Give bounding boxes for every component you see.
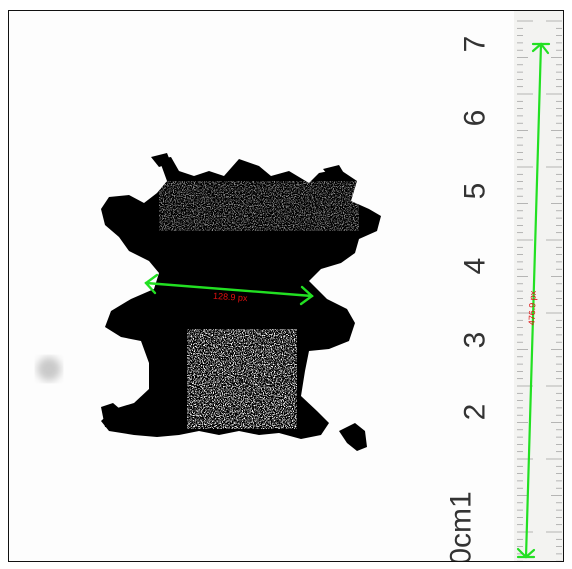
ruler-label-5: 5 xyxy=(458,182,492,200)
width-measure-arrow xyxy=(144,273,314,306)
ruler-label-7: 7 xyxy=(458,35,492,53)
ruler-label-0cm1: 0cm1 xyxy=(444,491,478,562)
ruler-label-2: 2 xyxy=(458,403,492,421)
specimen-photo xyxy=(37,11,563,561)
ruler-label-3: 3 xyxy=(458,331,492,349)
length-measure-label: 476.9 px xyxy=(526,290,538,326)
ruler-label-4: 4 xyxy=(458,257,492,275)
specimen-speckles xyxy=(159,181,359,429)
length-measure-arrow xyxy=(516,42,551,559)
ruler-ticks xyxy=(517,20,562,561)
image-frame: 7 6 5 4 3 2 0cm1 128.9 px 476.9 px xyxy=(8,10,564,562)
background-spot xyxy=(37,357,61,381)
ruler-label-6: 6 xyxy=(458,109,492,127)
